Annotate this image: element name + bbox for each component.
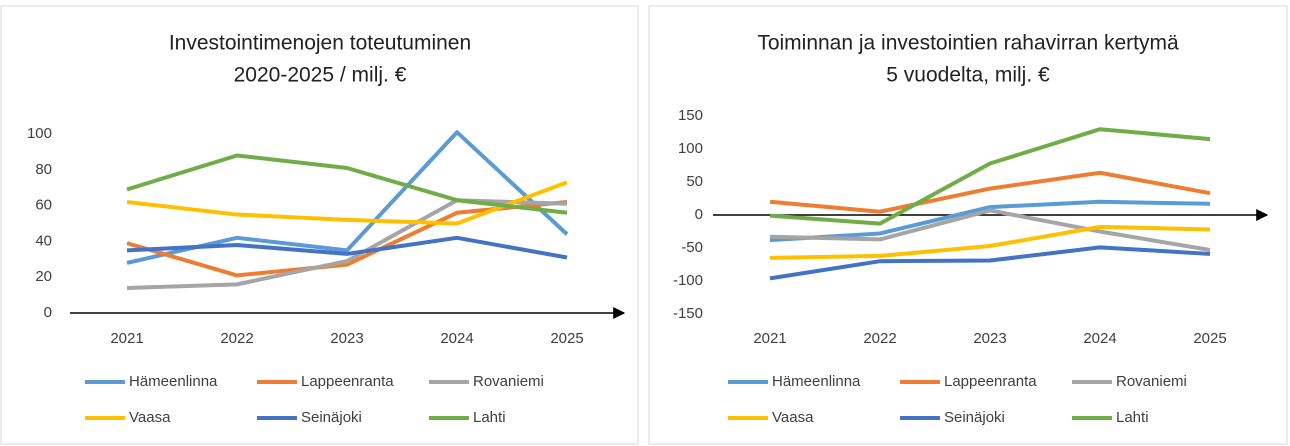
series-line: [126, 235, 568, 260]
y-tick-label: 40: [35, 232, 52, 249]
y-tick-label: 100: [27, 125, 52, 142]
series-line: [769, 245, 1211, 281]
x-tick-label: 2024: [440, 330, 473, 347]
y-tick-label: -50: [681, 239, 703, 256]
series-line: [126, 130, 569, 265]
series-line: [769, 170, 1211, 214]
legend-label: Hämeenlinna: [772, 373, 861, 390]
legend-label: Vaasa: [129, 409, 171, 426]
chart-title: Investointimenojen toteutuminen: [169, 32, 471, 55]
panel-border: [0, 5, 639, 445]
series-line: [769, 224, 1211, 260]
series-line: [126, 198, 568, 290]
x-tick-label: 2021: [753, 330, 786, 347]
legend-label: Hämeenlinna: [129, 373, 218, 390]
series-line: [126, 153, 568, 215]
series-line: [126, 180, 568, 226]
legend-label: Lappeenranta: [301, 373, 394, 390]
y-tick-label: -150: [673, 305, 703, 322]
series-line: [769, 199, 1211, 243]
legend-label: Lahti: [1116, 409, 1149, 426]
x-tick-label: 2025: [550, 330, 583, 347]
y-tick-label: 150: [678, 107, 703, 124]
legend-label: Rovaniemi: [473, 373, 544, 390]
legend-label: Seinäjoki: [301, 409, 362, 426]
x-tick-label: 2022: [863, 330, 896, 347]
y-tick-label: -100: [673, 272, 703, 289]
panel-border: [648, 5, 1288, 445]
y-tick-label: 0: [695, 206, 703, 223]
series-line: [769, 208, 1211, 252]
x-tick-label: 2023: [330, 330, 363, 347]
y-tick-label: 100: [678, 140, 703, 157]
legend-label: Vaasa: [772, 409, 814, 426]
x-tick-label: 2024: [1083, 330, 1116, 347]
x-tick-label: 2022: [220, 330, 253, 347]
chart-title: 5 vuodelta, milj. €: [886, 64, 1050, 87]
chart-title: Toiminnan ja investointien rahavirran ke…: [757, 32, 1179, 55]
legend-label: Lappeenranta: [944, 373, 1037, 390]
legend-label: Lahti: [473, 409, 506, 426]
y-tick-label: 0: [44, 304, 52, 321]
series-line: [769, 127, 1211, 226]
x-tick-label: 2025: [1193, 330, 1226, 347]
x-tick-label: 2023: [973, 330, 1006, 347]
chart-title: 2020-2025 / milj. €: [234, 64, 407, 87]
x-tick-label: 2021: [110, 330, 143, 347]
y-tick-label: 20: [35, 268, 52, 285]
legend-label: Seinäjoki: [944, 409, 1005, 426]
y-tick-label: 50: [686, 173, 703, 190]
y-tick-label: 80: [35, 161, 52, 178]
series-line: [126, 200, 568, 278]
legend-label: Rovaniemi: [1116, 373, 1187, 390]
y-tick-label: 60: [35, 197, 52, 214]
